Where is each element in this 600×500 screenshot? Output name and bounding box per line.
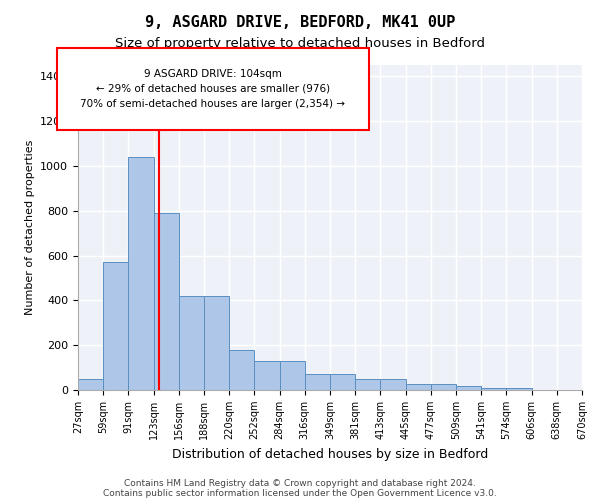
Bar [229, 350, 254, 390]
Text: 9, ASGARD DRIVE, BEDFORD, MK41 0UP: 9, ASGARD DRIVE, BEDFORD, MK41 0UP [145, 15, 455, 30]
X-axis label: Distribution of detached houses by size in Bedford: Distribution of detached houses by size … [172, 448, 488, 460]
Bar [280, 361, 305, 390]
Bar [380, 379, 406, 390]
Bar [406, 384, 431, 390]
Bar [431, 384, 456, 390]
Bar [506, 388, 532, 390]
Bar [78, 379, 103, 390]
Bar [481, 388, 506, 390]
Bar [154, 213, 179, 390]
Text: Size of property relative to detached houses in Bedford: Size of property relative to detached ho… [115, 38, 485, 51]
Bar [456, 386, 481, 390]
Bar [355, 379, 380, 390]
Bar [179, 296, 204, 390]
Bar [128, 157, 154, 390]
Text: Contains HM Land Registry data © Crown copyright and database right 2024.: Contains HM Land Registry data © Crown c… [124, 478, 476, 488]
Text: 9 ASGARD DRIVE: 104sqm
← 29% of detached houses are smaller (976)
70% of semi-de: 9 ASGARD DRIVE: 104sqm ← 29% of detached… [80, 69, 346, 108]
Bar [254, 361, 280, 390]
Bar [103, 262, 128, 390]
Bar [305, 374, 330, 390]
Bar [204, 296, 229, 390]
Bar [330, 374, 355, 390]
Text: Contains public sector information licensed under the Open Government Licence v3: Contains public sector information licen… [103, 488, 497, 498]
Y-axis label: Number of detached properties: Number of detached properties [25, 140, 35, 315]
